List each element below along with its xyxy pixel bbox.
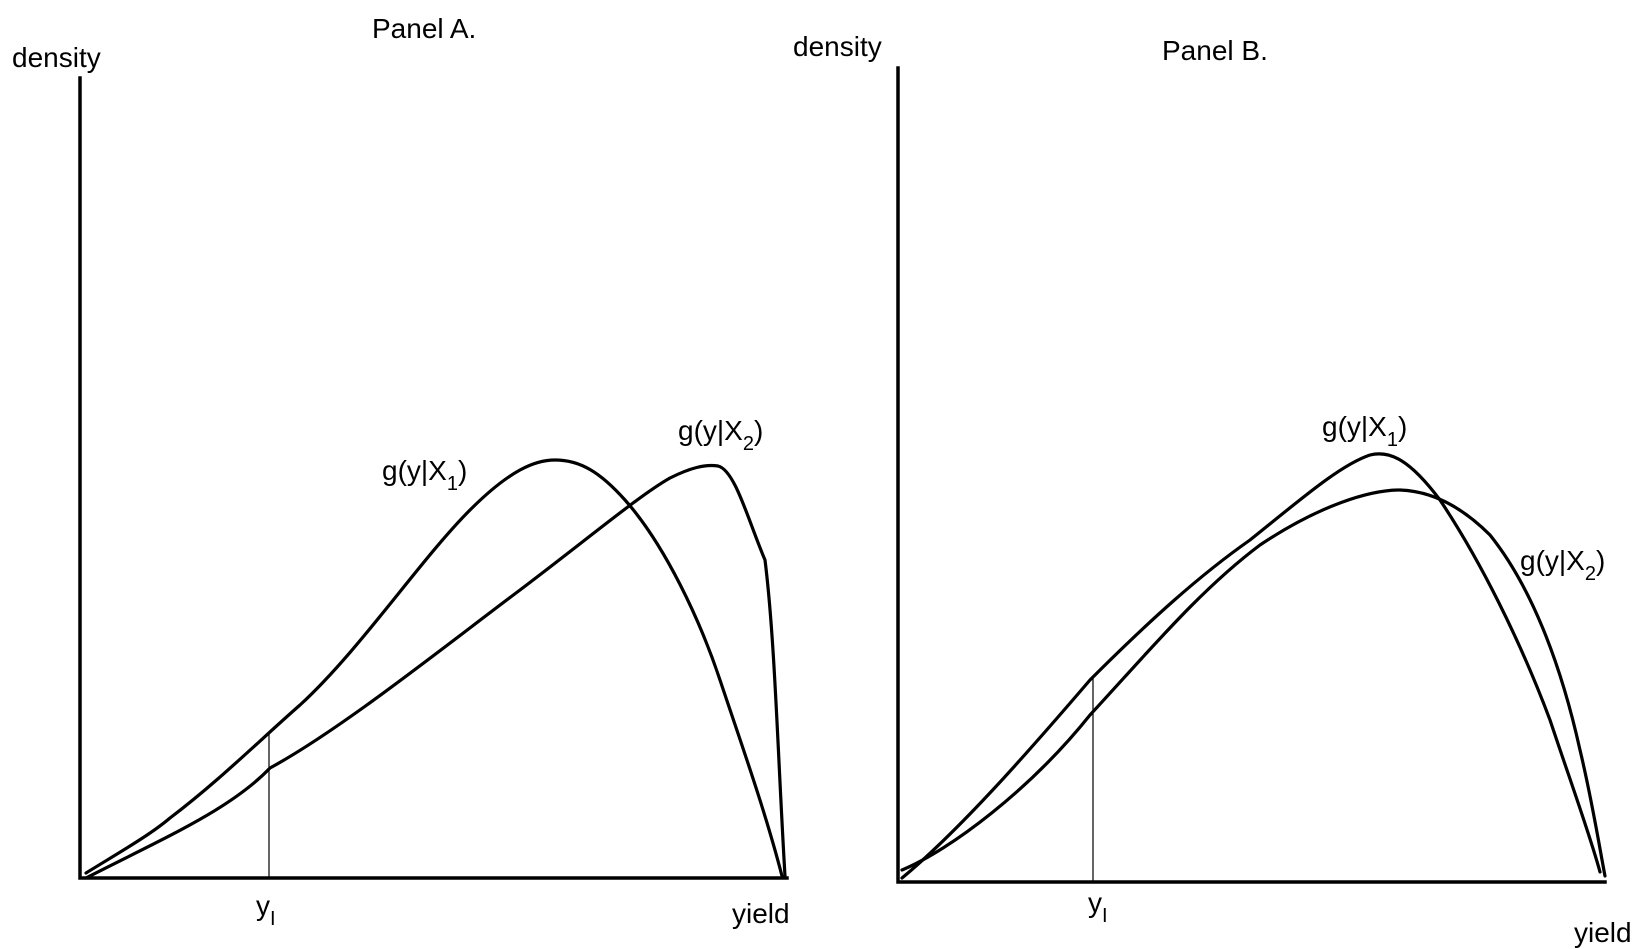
panel-a-yi-label: yI bbox=[256, 890, 276, 930]
panel-a: Panel A. density yI yield g(y|X1) g(y|X2… bbox=[12, 13, 790, 930]
panel-a-axes bbox=[78, 76, 789, 880]
panel-a-curve-x1 bbox=[84, 458, 784, 878]
panel-b-curve-x1 bbox=[900, 452, 1602, 880]
panel-a-curve-x2 bbox=[84, 463, 787, 880]
panel-b-curve-x2-label: g(y|X2) bbox=[1520, 545, 1605, 585]
panel-b: Panel B. density yI yield g(y|X1) g(y|X2… bbox=[793, 31, 1632, 948]
panel-a-title: Panel A. bbox=[372, 13, 476, 44]
panel-a-y-axis-label: density bbox=[12, 42, 101, 73]
panel-b-y-axis-label: density bbox=[793, 31, 882, 62]
panel-b-yi-label: yI bbox=[1088, 887, 1108, 927]
panel-b-title: Panel B. bbox=[1162, 35, 1268, 66]
panel-b-curve-x2 bbox=[900, 488, 1607, 878]
panel-a-curve-x2-label: g(y|X2) bbox=[678, 415, 763, 455]
panel-b-axes bbox=[896, 66, 1607, 884]
panel-b-curve-x1-label: g(y|X1) bbox=[1322, 411, 1407, 451]
panel-a-curve-x1-label: g(y|X1) bbox=[382, 455, 467, 495]
panel-b-x-axis-label: yield bbox=[1574, 917, 1632, 948]
panel-a-x-axis-label: yield bbox=[732, 898, 790, 929]
